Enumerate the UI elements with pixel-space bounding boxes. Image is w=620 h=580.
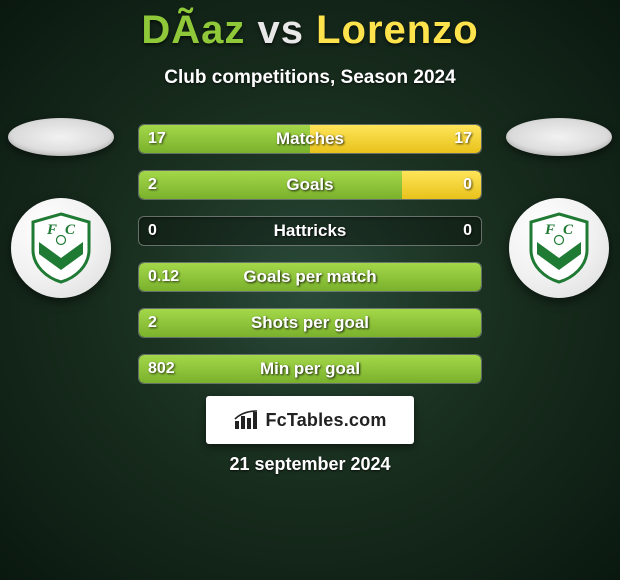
svg-text:F: F: [544, 222, 555, 238]
stat-track: [138, 170, 482, 200]
stat-value-player1: 17: [138, 124, 176, 154]
svg-text:C: C: [65, 222, 76, 238]
svg-text:C: C: [563, 222, 574, 238]
source-badge: FcTables.com: [206, 396, 414, 444]
comparison-title: DÃaz vs Lorenzo: [0, 0, 620, 53]
player1-name: DÃaz: [141, 8, 245, 52]
stat-row: 00Hattricks: [138, 216, 482, 246]
player1-club-crest: F C: [11, 198, 111, 298]
stat-track: [138, 216, 482, 246]
stat-value-player2: 17: [444, 124, 482, 154]
player2-avatar-placeholder: [506, 118, 612, 156]
stat-fill-player1: [139, 309, 481, 337]
player2-name: Lorenzo: [316, 8, 479, 52]
stat-value-player2: 0: [453, 170, 482, 200]
player1-avatar-placeholder: [8, 118, 114, 156]
stat-row: 0.12Goals per match: [138, 262, 482, 292]
stat-track: [138, 124, 482, 154]
player1-side: F C: [6, 118, 116, 298]
stat-fill-player1: [139, 355, 481, 383]
player2-club-crest: F C: [509, 198, 609, 298]
stat-row: 2Shots per goal: [138, 308, 482, 338]
stat-track: [138, 262, 482, 292]
snapshot-date: 21 september 2024: [0, 454, 620, 475]
bar-chart-icon: [233, 409, 259, 431]
shield-icon: F C: [29, 212, 93, 284]
stat-row: 802Min per goal: [138, 354, 482, 384]
stat-row: 1717Matches: [138, 124, 482, 154]
stat-track: [138, 308, 482, 338]
player2-side: F C: [504, 118, 614, 298]
stat-value-player1: 0.12: [138, 262, 189, 292]
vs-separator: vs: [257, 8, 304, 52]
stat-value-player1: 0: [138, 216, 167, 246]
stat-track: [138, 354, 482, 384]
stat-value-player1: 2: [138, 170, 167, 200]
stat-value-player1: 2: [138, 308, 167, 338]
stat-row: 20Goals: [138, 170, 482, 200]
shield-icon: F C: [527, 212, 591, 284]
stat-value-player2: 0: [453, 216, 482, 246]
source-site: FcTables.com: [265, 410, 386, 431]
stats-panel: 1717Matches20Goals00Hattricks0.12Goals p…: [138, 124, 482, 400]
stat-value-player1: 802: [138, 354, 185, 384]
svg-text:F: F: [46, 222, 57, 238]
stat-fill-player1: [139, 263, 481, 291]
subtitle: Club competitions, Season 2024: [0, 67, 620, 89]
stat-fill-player1: [139, 171, 402, 199]
